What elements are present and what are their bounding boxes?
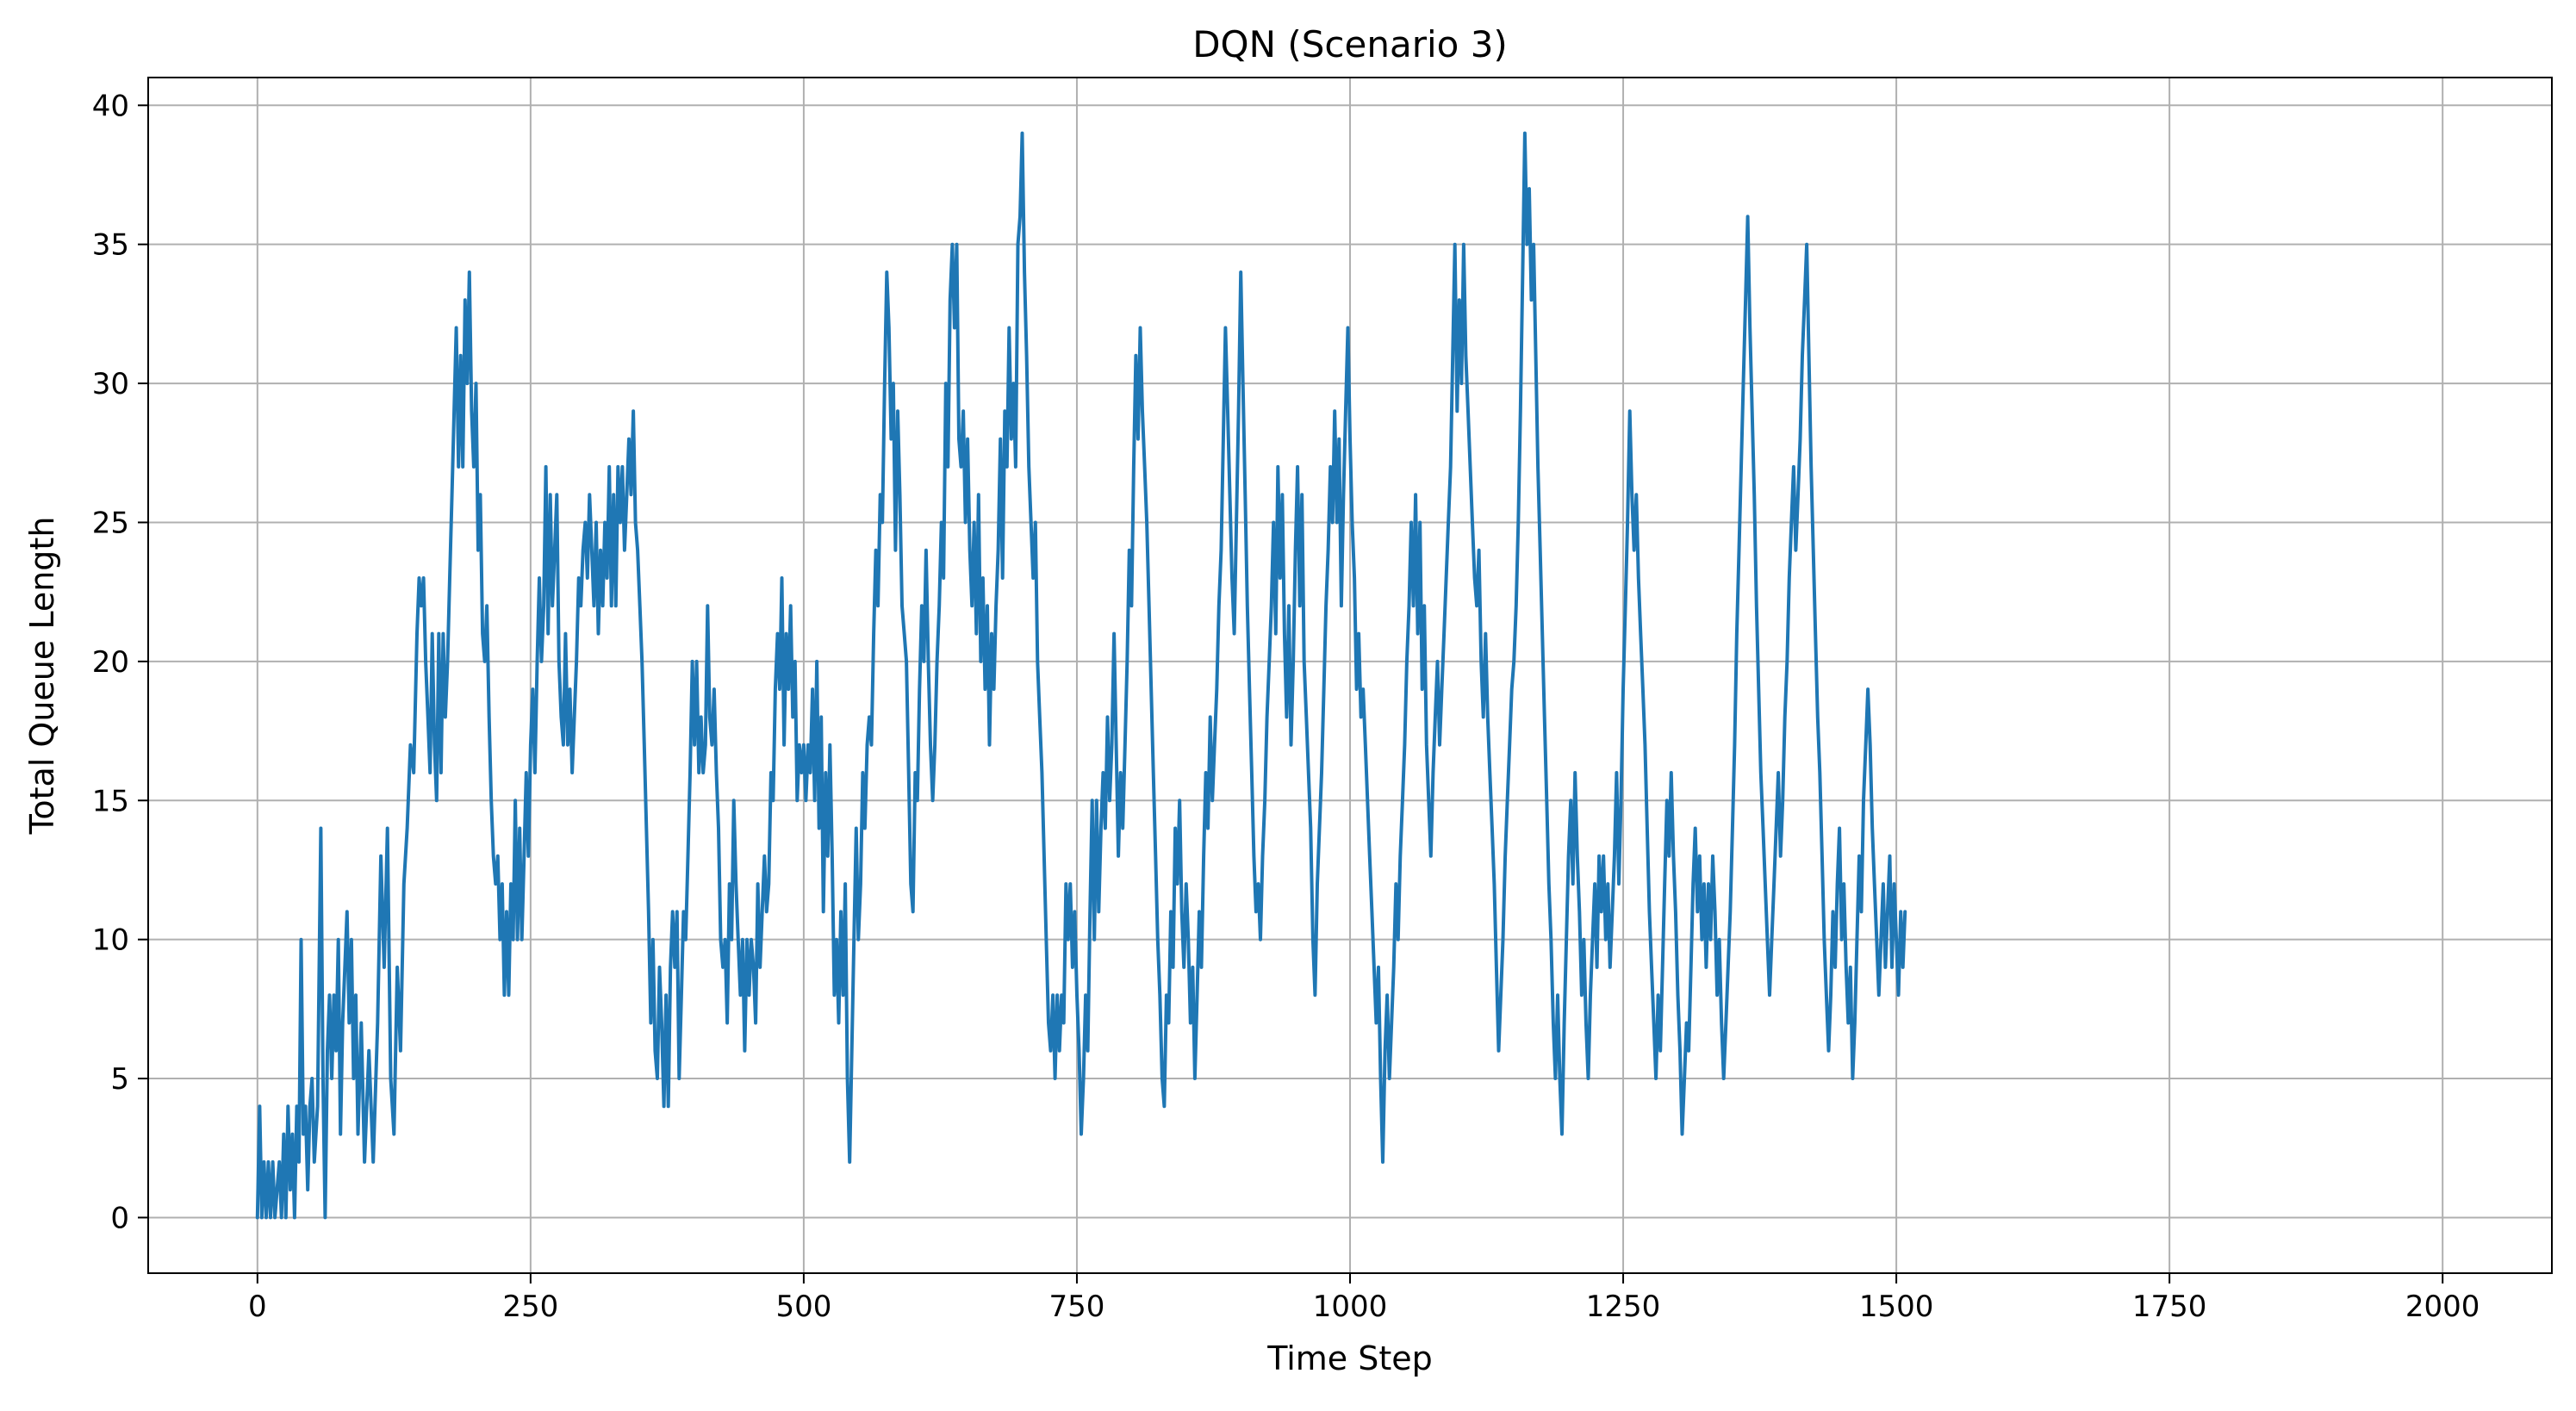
y-axis-ticks: 0 5 10 15 20 25 30 35 40 bbox=[92, 89, 148, 1235]
x-tick-label: 1250 bbox=[1586, 1290, 1661, 1324]
x-tick-label: 0 bbox=[248, 1290, 267, 1324]
x-tick-label: 250 bbox=[502, 1290, 558, 1324]
x-tick-label: 2000 bbox=[2405, 1290, 2480, 1324]
x-axis-ticks: 0 250 500 750 1000 1250 1500 1750 2000 bbox=[248, 1273, 2480, 1324]
y-tick-label: 10 bbox=[92, 923, 129, 958]
grid-lines bbox=[148, 78, 2552, 1273]
y-tick-label: 15 bbox=[92, 784, 129, 818]
y-tick-label: 20 bbox=[92, 645, 129, 680]
y-tick-label: 30 bbox=[92, 367, 129, 401]
series-line bbox=[255, 131, 1907, 1220]
y-tick-label: 40 bbox=[92, 89, 129, 123]
x-axis-label: Time Step bbox=[1266, 1340, 1433, 1377]
x-tick-label: 1750 bbox=[2132, 1290, 2207, 1324]
x-tick-label: 1000 bbox=[1313, 1290, 1388, 1324]
y-tick-label: 25 bbox=[92, 506, 129, 540]
y-axis-label: Total Queue Length bbox=[23, 517, 61, 836]
y-tick-label: 35 bbox=[92, 228, 129, 263]
chart-title: DQN (Scenario 3) bbox=[1192, 23, 1508, 65]
x-tick-label: 1500 bbox=[1859, 1290, 1934, 1324]
y-tick-label: 5 bbox=[110, 1062, 129, 1097]
x-tick-label: 500 bbox=[775, 1290, 831, 1324]
x-tick-label: 750 bbox=[1049, 1290, 1105, 1324]
series-layer bbox=[255, 131, 1907, 1220]
y-tick-label: 0 bbox=[110, 1201, 129, 1235]
